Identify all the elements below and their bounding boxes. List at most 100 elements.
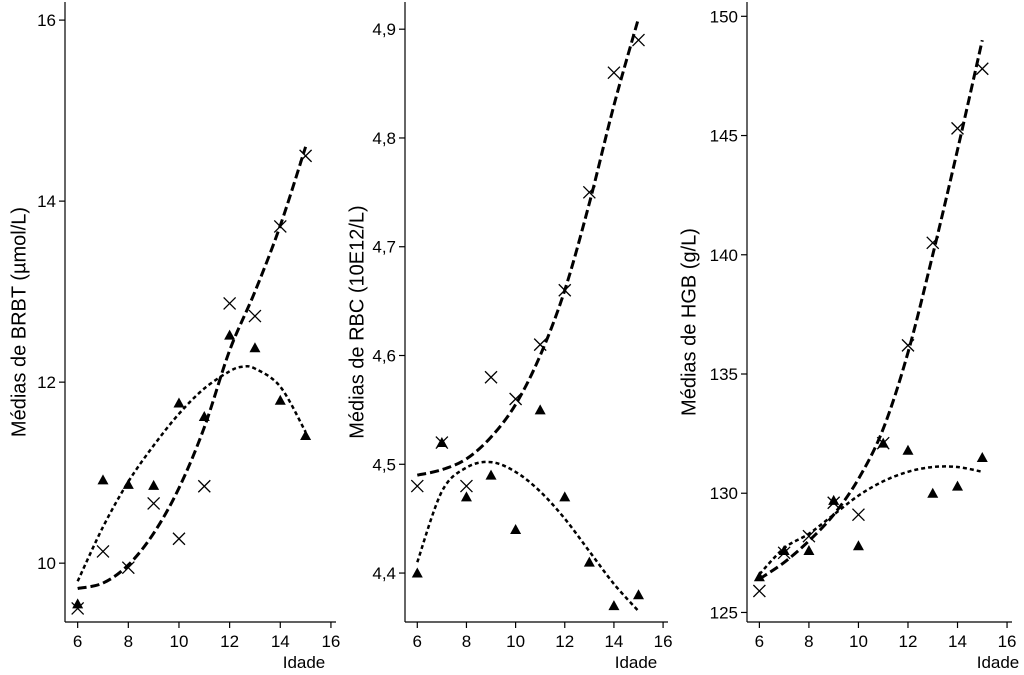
data-point-x-marker: [607, 66, 621, 80]
y-tick-label: 140: [710, 246, 738, 265]
data-point-x-marker: [121, 561, 135, 575]
data-point-triangle-marker: [633, 589, 645, 600]
data-point-triangle-marker: [534, 404, 546, 415]
data-point-x-marker: [484, 370, 498, 384]
y-axis-title: Médias de BRBT (µmol/L): [8, 207, 30, 437]
data-point-triangle-marker: [411, 567, 423, 578]
data-point-triangle-marker: [148, 479, 160, 490]
data-point-x-marker: [533, 338, 547, 352]
data-point-triangle-marker: [559, 491, 571, 502]
x-axis-title: Idade: [615, 653, 658, 672]
chart-hgb: 125 130 135 140 145 150 6 8 10 12 14 16 Médias de HG…: [678, 2, 1019, 672]
data-point-x-marker: [96, 544, 110, 558]
data-point-x-marker: [509, 392, 523, 406]
y-tick-label: 16: [37, 11, 56, 30]
y-tick-label: 4,6: [372, 347, 396, 366]
data-point-x-marker: [71, 601, 85, 615]
x-tick-label: 14: [604, 632, 623, 651]
data-point-triangle-marker: [122, 478, 134, 489]
y-tick-label: 4,7: [372, 238, 396, 257]
x-tick-label: 16: [998, 632, 1017, 651]
x-axis-title: Idade: [977, 653, 1020, 672]
x-tick-label: 6: [413, 632, 422, 651]
x-tick-label: 14: [948, 632, 967, 651]
data-point-triangle-marker: [877, 437, 889, 448]
x-axis-title: Idade: [283, 653, 326, 672]
data-point-x-marker: [459, 479, 473, 493]
x-tick-label: 14: [271, 632, 290, 651]
data-point-x-marker: [851, 508, 865, 522]
data-point-triangle-marker: [274, 394, 286, 405]
fit-curve-dotted: [76, 365, 307, 582]
data-point-x-marker: [901, 338, 915, 352]
y-tick-label: 12: [37, 373, 56, 392]
x-tick-label: 16: [654, 632, 673, 651]
data-point-x-marker: [951, 121, 964, 135]
chart-brbt: 10 12 14 16 6 8 10 12 14 16 Médias de BRBT (µmol/L…: [8, 2, 340, 672]
y-tick-label: 4,9: [372, 20, 396, 39]
data-point-x-marker: [802, 529, 816, 543]
x-tick-label: 8: [124, 632, 133, 651]
y-tick-label: 4,5: [372, 455, 396, 474]
data-point-x-marker: [223, 296, 237, 310]
x-tick-label: 6: [73, 632, 82, 651]
fit-curve-dashed: [758, 39, 984, 581]
fit-curve-dotted: [758, 465, 983, 576]
data-point-x-marker: [299, 149, 313, 163]
data-point-x-marker: [632, 33, 645, 47]
data-point-triangle-marker: [460, 491, 472, 502]
x-tick-label: 12: [899, 632, 918, 651]
x-tick-label: 16: [321, 632, 340, 651]
y-tick-label: 135: [710, 365, 738, 384]
x-tick-label: 10: [849, 632, 868, 651]
data-point-triangle-marker: [902, 444, 914, 455]
data-point-triangle-marker: [249, 342, 261, 353]
fit-curve-dashed: [77, 146, 308, 590]
data-point-x-marker: [926, 236, 940, 250]
data-point-triangle-marker: [778, 544, 790, 555]
data-point-x-marker: [582, 185, 596, 199]
fit-curve-dashed: [416, 17, 640, 477]
data-point-triangle-marker: [97, 474, 109, 485]
data-point-triangle-marker: [608, 600, 620, 611]
data-point-triangle-marker: [976, 451, 988, 462]
x-tick-label: 8: [462, 632, 471, 651]
data-point-x-marker: [172, 532, 186, 546]
data-point-triangle-marker: [952, 480, 964, 491]
y-tick-label: 145: [710, 127, 738, 146]
data-point-x-marker: [197, 479, 211, 493]
data-point-triangle-marker: [803, 544, 815, 555]
x-tick-label: 12: [220, 632, 239, 651]
data-point-x-marker: [273, 220, 287, 233]
data-point-triangle-marker: [300, 430, 312, 441]
y-tick-label: 14: [37, 192, 56, 211]
y-tick-label: 125: [710, 603, 738, 622]
data-point-x-marker: [975, 62, 989, 76]
fit-curve-dotted: [416, 460, 640, 612]
data-point-triangle-marker: [753, 571, 765, 582]
x-tick-label: 6: [755, 632, 764, 651]
data-point-triangle-marker: [583, 556, 595, 567]
data-point-x-marker: [410, 479, 424, 493]
chart-rbc: 4,4 4,5 4,6 4,7 4,8 4,9 6 8 10 12 14 16 Médias de RB…: [346, 2, 673, 672]
y-axis-title: Médias de RBC (10E12/L): [346, 205, 368, 438]
data-point-x-marker: [752, 584, 766, 598]
data-point-triangle-marker: [436, 437, 448, 448]
y-tick-label: 4,8: [372, 129, 396, 148]
y-axis-title: Médias de HGB (g/L): [678, 228, 700, 416]
y-tick-label: 130: [710, 484, 738, 503]
data-point-triangle-marker: [828, 494, 840, 505]
y-tick-label: 10: [37, 554, 56, 573]
data-point-triangle-marker: [485, 469, 497, 480]
y-tick-label: 150: [710, 7, 738, 26]
data-point-x-marker: [558, 283, 572, 297]
x-tick-label: 10: [506, 632, 525, 651]
data-point-triangle-marker: [173, 397, 185, 408]
data-point-x-marker: [248, 309, 262, 323]
data-point-x-marker: [147, 496, 161, 510]
data-point-triangle-marker: [198, 411, 210, 422]
data-point-triangle-marker: [510, 524, 522, 535]
data-point-triangle-marker: [927, 487, 939, 498]
data-point-triangle-marker: [852, 540, 864, 551]
